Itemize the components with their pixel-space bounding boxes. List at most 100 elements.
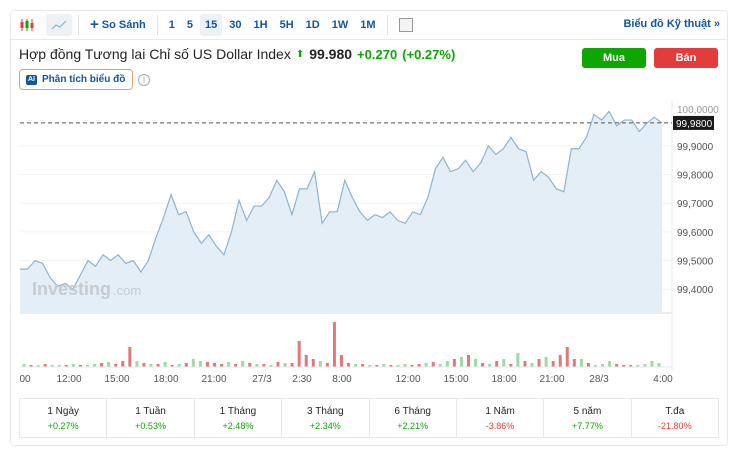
volume-bar [452,359,456,367]
volume-bar [650,361,654,367]
volume-bar [509,364,513,367]
volume-bar [516,353,520,367]
performance-cell[interactable]: 1 Tháng +2.48% [195,399,283,437]
x-tick-label: 00 [19,374,31,385]
volume-bar [424,363,428,367]
interval-1D[interactable]: 1D [305,18,320,31]
interval-1H[interactable]: 1H [253,18,268,31]
volume-bar [78,365,82,367]
volume-bar [459,357,463,367]
x-tick-label: 28/3 [589,374,609,385]
period-label: 6 Tháng [394,406,431,417]
volume-bar [467,355,470,367]
advanced-chart-link[interactable]: Biểu đồ Kỹ thuật » [623,18,720,30]
volume-bar [354,364,358,367]
volume-bar [361,364,365,367]
y-tick-label: 99,6000 [677,228,714,239]
volume-bar [184,363,188,367]
price-change: +0.270 [357,46,398,62]
volume-bar [128,347,132,367]
volume-bar [403,364,407,367]
period-change: +0.27% [47,421,79,431]
period-label: 3 Tháng [307,406,344,417]
period-change: +2.21% [397,421,429,431]
volume-bar [657,363,661,367]
volume-bar [311,359,315,367]
current-price-label: 99,9800 [676,119,713,130]
volume-bar [558,355,562,367]
volume-bar [135,361,139,367]
interval-1[interactable]: 1 [168,18,175,31]
volume-bar [594,365,597,367]
y-tick-label: 99,9000 [677,142,714,153]
candlestick-chart-button[interactable] [14,14,40,36]
volume-bar [177,364,181,367]
period-change: -3.86% [485,421,515,431]
interval-30[interactable]: 30 [229,18,242,31]
performance-cell[interactable]: 5 năm +7.77% [544,399,632,437]
interval-5H[interactable]: 5H [279,18,294,31]
compare-button[interactable]: + So Sánh [85,14,151,36]
info-icon[interactable]: i [138,74,150,86]
volume-bar [107,362,111,367]
volume-bar [495,361,499,367]
area-chart-icon [51,20,67,29]
x-tick-label: 18:00 [491,374,516,385]
plus-icon: + [90,16,99,33]
sell-button[interactable]: Bán [654,48,718,68]
volume-bar [523,361,527,367]
buy-button[interactable]: Mua [582,48,646,68]
period-change: +0.53% [135,421,166,431]
volume-bar [502,359,506,367]
performance-cell[interactable]: T.đa -21.80% [632,399,718,437]
volume-bar [227,362,231,367]
volume-bar [474,359,478,367]
performance-cell[interactable]: 1 Năm -3.86% [457,399,545,437]
volume-bar [551,361,555,367]
volume-bar [64,365,68,367]
chart-widget [10,10,728,446]
area-chart-button[interactable] [46,13,72,36]
x-tick-label: 8:00 [332,374,352,385]
performance-cell[interactable]: 3 Tháng +2.34% [282,399,370,437]
volume-bar [601,364,605,367]
period-label: 1 Ngày [47,406,80,417]
volume-bar [438,364,442,367]
divider [386,14,388,35]
layout-button[interactable] [394,14,418,36]
volume-bar [205,362,209,367]
performance-cell[interactable]: 1 Ngày +0.27% [20,399,108,437]
volume-bar [170,365,174,367]
price-chart[interactable]: 99,9000 99,8000 99,7000 99,6000 99,5000 99,40… [0,0,740,395]
volume-bar [565,347,569,367]
y-tick-label: 99,4000 [677,285,714,296]
performance-cell[interactable]: 1 Tuần +0.53% [107,399,195,437]
volume-bar [93,364,97,367]
volume-bar [283,363,287,367]
current-price-badge [673,115,714,130]
volume-bar [643,364,647,367]
interval-1W[interactable]: 1W [331,18,349,31]
volume-bar [100,363,104,367]
chart-toolbar: + So Sánh 1 5 15 30 1H 5H 1D 1W 1M Biểu đồ Kỹ thu… [10,10,728,40]
volume-bar [121,361,125,367]
interval-15[interactable]: 15 [200,13,223,36]
volume-bar [622,365,626,367]
y-tick-label: 99,5000 [677,257,714,268]
candlestick-icon [20,18,34,31]
volume-bar [255,364,259,367]
volume-bar [389,365,393,367]
price-line [20,110,663,291]
watermark-suffix: .com [113,283,141,298]
period-label: T.đa [665,406,685,417]
period-label: 5 năm [573,406,602,417]
ai-analysis-button[interactable]: AI Phân tích biểu đồ [19,69,133,90]
performance-cell[interactable]: 6 Tháng +2.21% [370,399,457,437]
volume-bar [481,363,485,367]
interval-5[interactable]: 5 [186,18,194,31]
volume-bar [149,364,153,367]
divider [78,14,79,35]
interval-1M[interactable]: 1M [360,18,376,31]
volume-bar [325,363,329,367]
volume-bar [29,365,33,367]
